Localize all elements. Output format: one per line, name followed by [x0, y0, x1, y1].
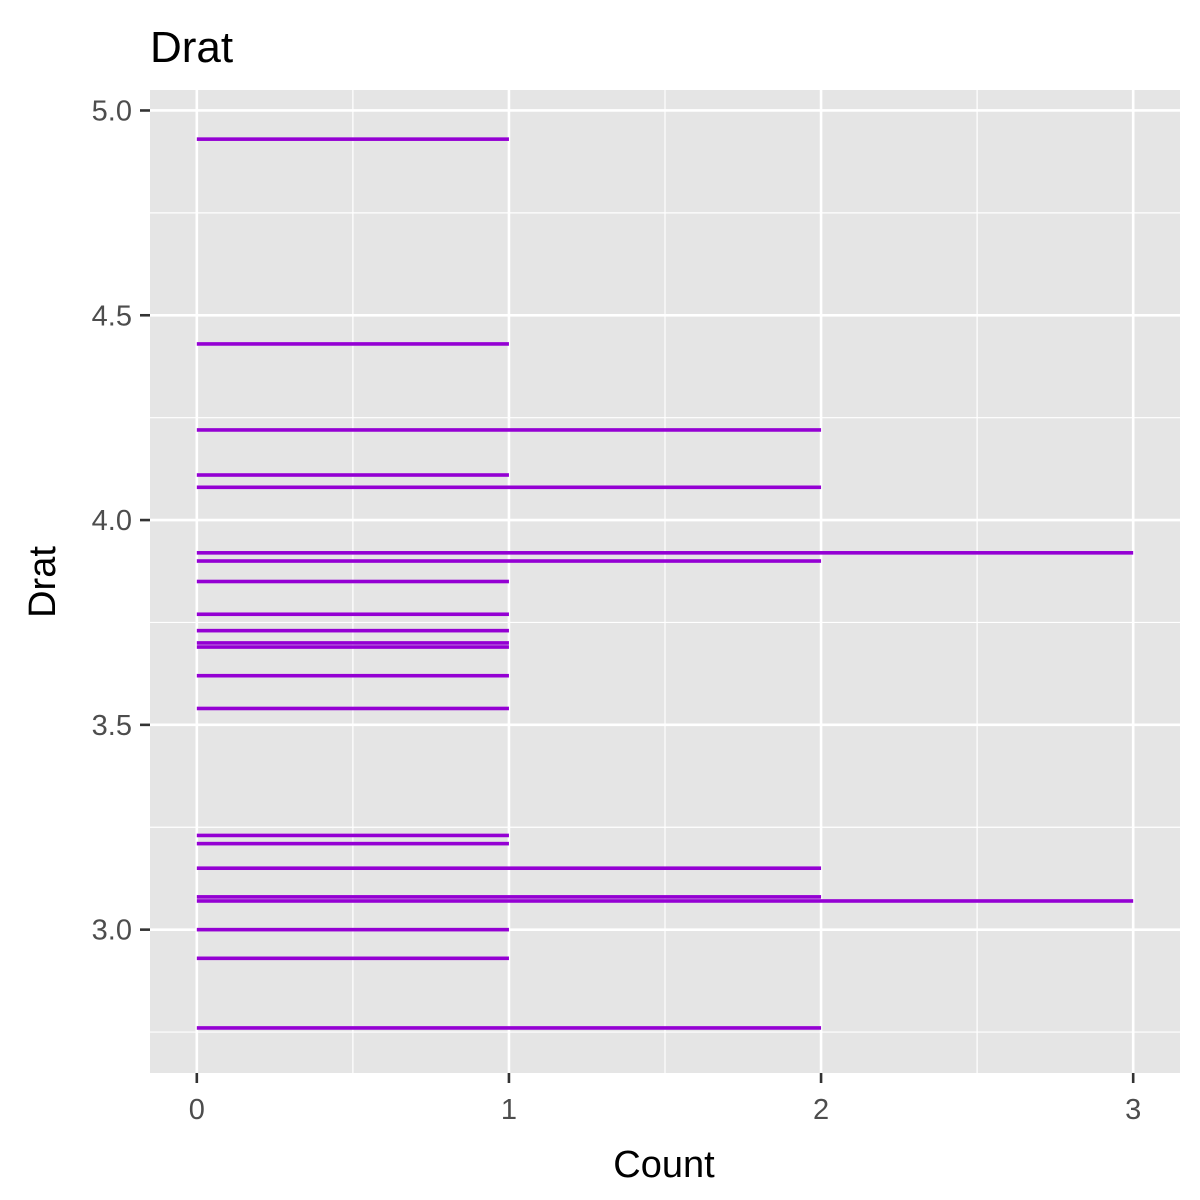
bar [196, 628, 509, 633]
y-tick-label: 5.0 [92, 95, 132, 127]
y-tick-label: 3.0 [92, 915, 132, 947]
bar [196, 956, 509, 961]
bar [196, 612, 509, 617]
x-tick-label: 3 [1125, 1094, 1141, 1126]
bar [196, 673, 509, 678]
bar [196, 559, 822, 563]
bars [196, 137, 1134, 1030]
bar [196, 137, 509, 141]
x-tick-label: 1 [501, 1094, 517, 1126]
x-tick-label: 2 [813, 1094, 829, 1126]
bar [196, 706, 509, 711]
y-axis-title: Drat [22, 546, 64, 618]
bar [196, 927, 509, 932]
bar [196, 895, 822, 899]
bar [196, 342, 509, 346]
bar [196, 645, 509, 649]
bar [196, 841, 509, 846]
y-tick-label: 4.0 [92, 505, 132, 537]
bar [196, 1026, 822, 1030]
y-tick-label: 4.5 [92, 300, 132, 332]
bar [196, 866, 822, 871]
chart-title: Drat [150, 23, 233, 72]
bar [196, 428, 822, 432]
y-axis: 3.0 3.5 4.0 4.5 5.0 [92, 95, 150, 947]
y-tick-label: 3.5 [92, 710, 132, 742]
x-axis: 0 1 2 3 [189, 1073, 1141, 1126]
bar [196, 579, 509, 584]
bar [196, 833, 509, 838]
bar [196, 641, 509, 645]
bar [196, 551, 1134, 555]
bar [196, 485, 822, 490]
x-tick-label: 0 [189, 1094, 205, 1126]
minor-gridlines [150, 90, 1180, 1073]
x-axis-title: Count [613, 1144, 715, 1186]
bar [196, 899, 1134, 903]
bar [196, 473, 509, 477]
